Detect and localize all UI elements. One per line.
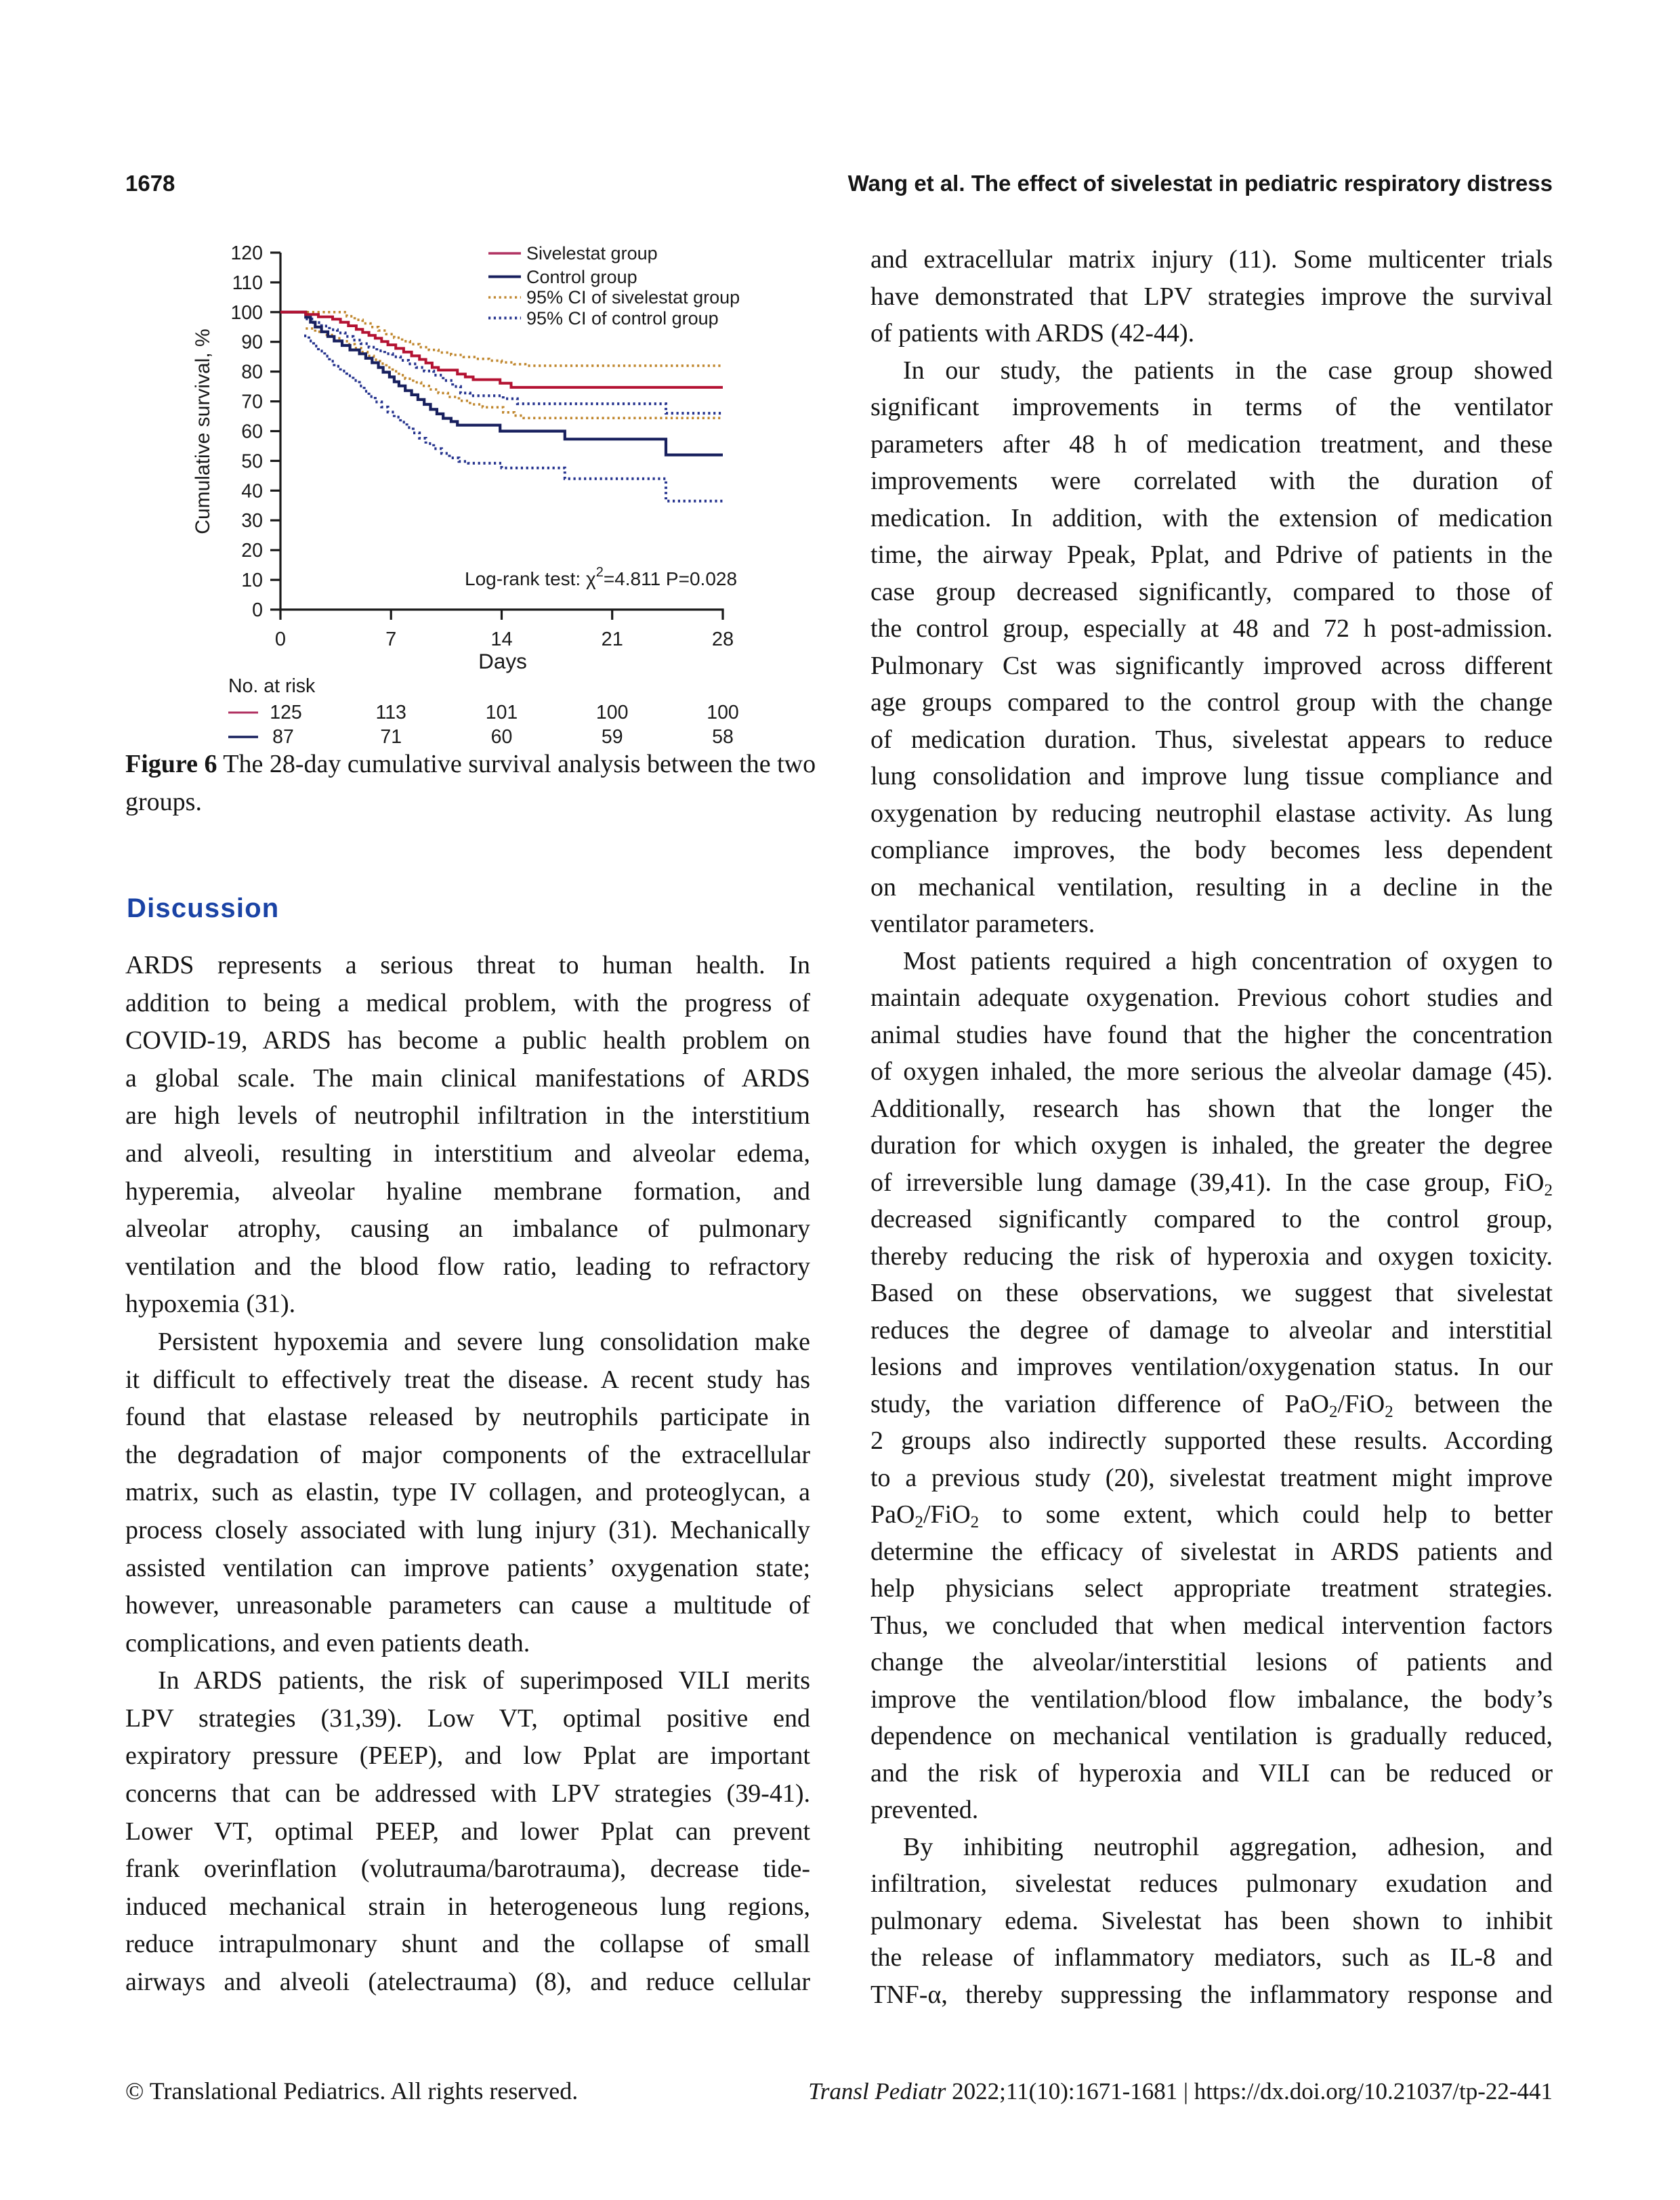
svg-text:7: 7 bbox=[385, 629, 396, 650]
svg-text:20: 20 bbox=[241, 540, 263, 562]
svg-text:Log-rank test: χ2=4.811 P=0.02: Log-rank test: χ2=4.811 P=0.028 bbox=[465, 565, 737, 589]
svg-text:80: 80 bbox=[241, 362, 263, 383]
svg-text:Sivelestat group: Sivelestat group bbox=[526, 243, 658, 263]
svg-text:21: 21 bbox=[602, 629, 623, 650]
svg-text:14: 14 bbox=[490, 629, 512, 650]
svg-text:Control group: Control group bbox=[526, 267, 637, 287]
svg-text:No. at risk: No. at risk bbox=[228, 675, 316, 697]
svg-text:0: 0 bbox=[252, 599, 263, 621]
svg-text:125: 125 bbox=[270, 702, 302, 723]
svg-text:10: 10 bbox=[241, 570, 263, 591]
svg-text:110: 110 bbox=[232, 272, 263, 294]
svg-text:50: 50 bbox=[241, 450, 263, 472]
svg-text:Cumulative survival, %: Cumulative survival, % bbox=[192, 329, 214, 534]
svg-text:90: 90 bbox=[241, 332, 263, 354]
svg-text:0: 0 bbox=[275, 629, 286, 650]
svg-text:71: 71 bbox=[380, 726, 402, 748]
svg-text:59: 59 bbox=[602, 726, 623, 748]
svg-text:100: 100 bbox=[707, 702, 739, 723]
svg-text:100: 100 bbox=[230, 302, 263, 324]
svg-text:Days: Days bbox=[478, 649, 527, 673]
svg-text:60: 60 bbox=[241, 421, 263, 443]
svg-text:101: 101 bbox=[486, 702, 518, 723]
svg-text:87: 87 bbox=[272, 726, 294, 748]
svg-text:40: 40 bbox=[241, 480, 263, 502]
svg-text:60: 60 bbox=[491, 726, 513, 748]
svg-text:95% CI of sivelestat group: 95% CI of sivelestat group bbox=[526, 287, 740, 308]
svg-text:113: 113 bbox=[375, 702, 406, 723]
svg-text:95% CI of control group: 95% CI of control group bbox=[526, 308, 719, 329]
svg-text:30: 30 bbox=[241, 510, 263, 532]
svg-text:58: 58 bbox=[712, 726, 734, 748]
svg-text:28: 28 bbox=[712, 629, 734, 650]
svg-text:120: 120 bbox=[230, 242, 263, 264]
svg-text:70: 70 bbox=[241, 392, 263, 413]
svg-text:100: 100 bbox=[596, 702, 629, 723]
